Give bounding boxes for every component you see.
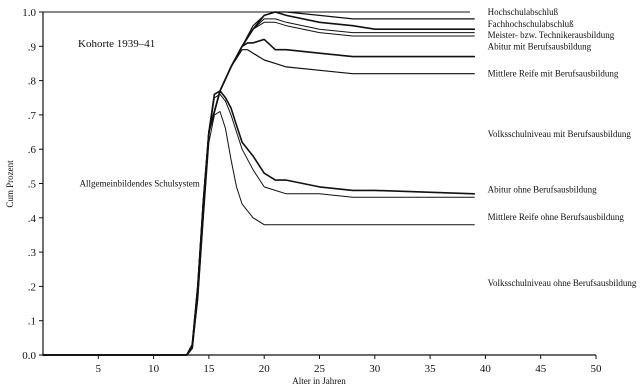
y-tick-label: .6: [28, 144, 37, 156]
series-annotation: Meister- bzw. Technikerausbildung: [488, 30, 615, 40]
series-annotation: Volksschulniveau mit Berufsausbildung: [488, 129, 632, 139]
series-annotation: Abitur mit Berufsausbildung: [488, 41, 592, 51]
series-line-7: [42, 90, 476, 356]
series-annotation: Hochschulabschluß: [488, 7, 559, 17]
series-annotation: Volksschulniveau ohne Berufsausbildung: [488, 278, 637, 288]
y-tick-label: .2: [28, 281, 36, 293]
annotations: Hochschulabschluß FachhochschulabschlußMe…: [79, 7, 636, 288]
y-tick-label: .4: [28, 213, 37, 225]
y-tick-label: .9: [28, 41, 37, 53]
y-tick-label: .7: [28, 110, 37, 122]
x-ticks: 5 10 15 20 25 30 35 40 45 50: [96, 355, 602, 375]
x-tick-label: 15: [203, 363, 215, 375]
x-tick-label: 25: [314, 363, 326, 375]
y-tick-label: .5: [28, 179, 37, 191]
y-tick-label: 1.0: [22, 7, 36, 19]
x-tick-label: 20: [259, 363, 271, 375]
y-tick-label: .3: [28, 247, 37, 259]
x-tick-label: 45: [535, 363, 547, 375]
series-annotation: Mittlere Reife ohne Berufsausbildung: [488, 212, 625, 222]
x-tick-label: 5: [96, 363, 102, 375]
y-axis-title: Cum Prozent: [5, 160, 15, 208]
x-tick-label: 30: [369, 363, 381, 375]
y-tick-label: 0.0: [22, 350, 36, 362]
y-tick-label: .8: [28, 76, 37, 88]
x-tick-label: 35: [425, 363, 437, 375]
x-tick-label: 40: [480, 363, 492, 375]
y-tick-label: .1: [28, 316, 36, 328]
series-annotation: Allgemeinbildendes Schulsystem: [79, 179, 199, 189]
series-annotation: Abitur ohne Berufsausbildung: [488, 184, 597, 194]
series-line-6: [42, 49, 475, 356]
x-tick-label: 50: [591, 363, 603, 375]
y-ticks: 0.0 .1 .2 .3 .4 .5 .6 .7 .8 .9 1.0: [22, 7, 43, 362]
series-annotation: Mittlere Reife mit Berufsausbildung: [488, 69, 619, 79]
series-annotation: Fachhochschulabschluß: [488, 19, 574, 29]
x-tick-label: 10: [148, 363, 160, 375]
series-line-4: [42, 21, 475, 356]
series-lines: [42, 11, 476, 356]
chart-title: Kohorte 1939–41: [78, 38, 155, 50]
x-axis-title: Alter in Jahren: [292, 376, 346, 386]
series-line-9: [42, 111, 475, 356]
